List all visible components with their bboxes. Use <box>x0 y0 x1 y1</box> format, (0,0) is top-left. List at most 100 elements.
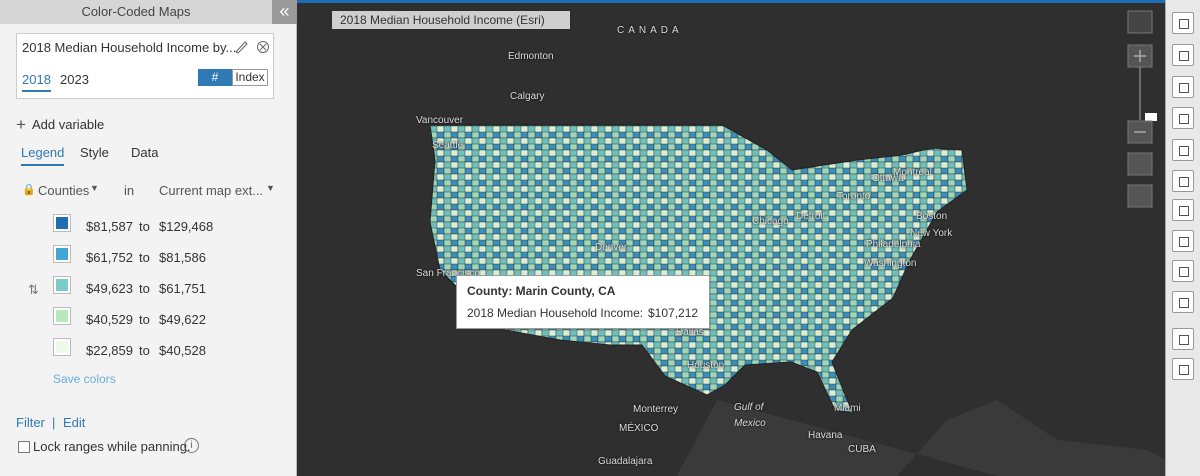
save-colors[interactable]: Save colors <box>53 372 116 386</box>
swatch-color <box>56 248 68 260</box>
map-label: Calgary <box>510 91 545 102</box>
tool-button[interactable] <box>1172 358 1194 380</box>
zoom-thumb[interactable] <box>1145 113 1157 121</box>
map-label: Gulf of <box>734 402 764 413</box>
basemap-button[interactable] <box>1127 10 1153 34</box>
geography-select[interactable]: Counties <box>38 183 90 198</box>
edit-link[interactable]: Edit <box>63 415 86 430</box>
map-label: Philadelphia <box>866 239 921 250</box>
map-label: Mexico <box>734 418 766 429</box>
year-tab[interactable]: 2018 <box>22 72 51 92</box>
tool-button[interactable] <box>1172 107 1194 129</box>
swatch-color <box>56 341 68 353</box>
zoom-in-icon <box>1134 50 1146 62</box>
tool-icon <box>1179 335 1189 345</box>
home-button[interactable] <box>1127 152 1153 176</box>
map-label: Ottawa <box>872 173 904 184</box>
tool-button[interactable] <box>1172 12 1194 34</box>
tool-button[interactable] <box>1172 260 1194 282</box>
tool-button[interactable] <box>1172 291 1194 313</box>
map-label: Havana <box>808 430 843 441</box>
map-title-box <box>332 11 570 29</box>
map-label: MÉXICO <box>619 423 659 434</box>
map-label: Boston <box>916 211 948 222</box>
map: 2018 Median Household Income (Esri) <box>297 0 1165 476</box>
legend-to: $40,528 <box>159 343 206 358</box>
tab[interactable]: Data <box>131 145 159 160</box>
map-label: Seattle <box>432 140 464 151</box>
swatch-color <box>56 310 68 322</box>
mode-button[interactable]: Index <box>232 69 268 86</box>
tool-icon <box>1179 146 1189 156</box>
info-icon[interactable]: i <box>184 438 199 453</box>
legend-to: $81,586 <box>159 250 206 265</box>
variable-icons[interactable] <box>233 39 273 55</box>
lock-checkbox[interactable] <box>18 441 30 453</box>
map-label: Monterrey <box>633 404 679 415</box>
map-label: San Francisco <box>416 268 480 279</box>
tool-button[interactable] <box>1172 230 1194 252</box>
legend-from: $22,859 <box>86 343 133 358</box>
legend-swatch[interactable] <box>53 338 71 356</box>
tool-icon <box>1179 206 1189 216</box>
swatch-color <box>56 217 68 229</box>
tool-icon <box>1179 365 1189 375</box>
lock-label: Lock ranges while panning. <box>33 439 191 454</box>
us-counties <box>429 124 968 414</box>
tooltip: County: Marin County, CA 2018 Median Hou… <box>456 275 710 329</box>
legend-swatch[interactable] <box>53 214 71 232</box>
map-label: New York <box>910 228 953 239</box>
map-label: CANADA <box>617 25 683 36</box>
legend-to: $129,468 <box>159 219 214 234</box>
legend-from: $49,623 <box>86 281 133 296</box>
legend-to-word: to <box>139 312 150 327</box>
tool-icon <box>1179 177 1189 187</box>
extent-select[interactable]: Current map ext... <box>159 183 264 198</box>
variable-box: 2018 Median Household Income by... 2018 … <box>16 33 274 99</box>
panel-header: Color-Coded Maps <box>0 0 272 24</box>
mexico-land <box>677 400 1165 476</box>
legend-to-word: to <box>139 343 150 358</box>
legend-swatch[interactable] <box>53 276 71 294</box>
locate-button[interactable] <box>1127 184 1153 208</box>
legend-to: $61,751 <box>159 281 206 296</box>
mode-button[interactable]: # <box>198 69 232 86</box>
legend-swatch[interactable] <box>53 307 71 325</box>
toolbar <box>1165 0 1200 476</box>
dropdown-arrow: ▼ <box>90 183 99 193</box>
tool-icon <box>1179 267 1189 277</box>
legend-from: $40,529 <box>86 312 133 327</box>
tool-button[interactable] <box>1172 139 1194 161</box>
map-label: Edmonton <box>508 51 554 62</box>
map-label: Chicago <box>752 216 789 227</box>
tool-button[interactable] <box>1172 199 1194 221</box>
tooltip-title: County: Marin County, CA <box>467 284 616 298</box>
add-variable[interactable]: Add variable <box>32 117 105 132</box>
tool-button[interactable] <box>1172 328 1194 350</box>
tab[interactable]: Style <box>80 145 109 160</box>
tool-icon <box>1179 83 1189 93</box>
filter-link[interactable]: Filter <box>16 415 45 430</box>
tool-button[interactable] <box>1172 170 1194 192</box>
top-bar <box>297 0 1165 3</box>
tab[interactable]: Legend <box>21 145 65 166</box>
legend-swatch[interactable] <box>53 245 71 263</box>
variable-name[interactable]: 2018 Median Household Income by... <box>22 40 237 55</box>
year-tab[interactable]: 2023 <box>60 72 89 87</box>
map-label: Houston <box>687 360 725 371</box>
tool-button[interactable] <box>1172 76 1194 98</box>
tool-button[interactable] <box>1172 44 1194 66</box>
swatch-color <box>56 279 68 291</box>
plus-icon: + <box>16 115 26 134</box>
map-label: Washington <box>864 258 917 269</box>
reorder-icon[interactable]: ⇅ <box>28 282 39 297</box>
dropdown-arrow: ▼ <box>266 183 275 193</box>
collapse-button[interactable]: « <box>272 0 297 24</box>
map-label: Detroit <box>796 211 826 222</box>
map-label: Montreal <box>893 167 932 178</box>
separator: | <box>52 415 56 430</box>
lock-icon: 🔒 <box>22 184 36 196</box>
legend-from: $81,587 <box>86 219 133 234</box>
in-word: in <box>124 183 135 198</box>
